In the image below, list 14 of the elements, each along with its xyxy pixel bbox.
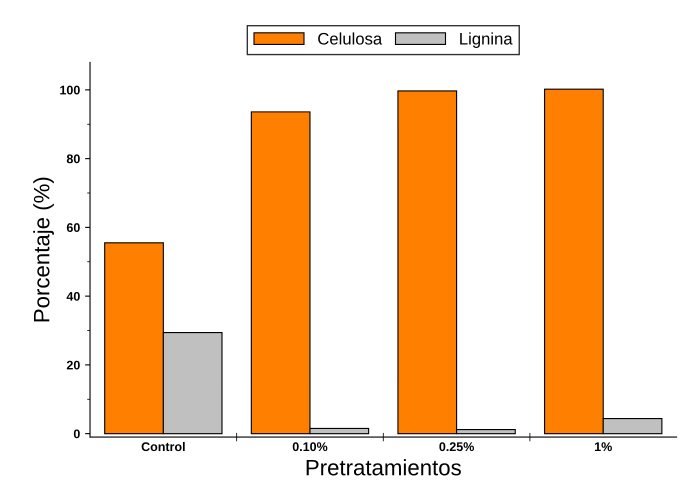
- y-tick-label: 100: [60, 86, 80, 95]
- x-axis-title: Pretratamientos: [306, 459, 461, 476]
- y-tick-label: 20: [66, 360, 80, 370]
- x-tick-label: 1%: [594, 442, 612, 452]
- y-tick-label: 80: [66, 154, 80, 164]
- y-tick-label: 60: [66, 223, 80, 232]
- x-tick-label: 0.10%: [292, 442, 328, 452]
- y-axis-title: Porcentaje (%): [33, 178, 54, 322]
- x-tick-label: Control: [142, 442, 185, 452]
- x-tick-label: 0.25%: [439, 442, 474, 452]
- legend-label: Lignina: [460, 32, 513, 48]
- y-tick-label: 0: [74, 429, 80, 438]
- legend-label: Celulosa: [318, 32, 382, 45]
- y-tick-label: 40: [66, 292, 80, 301]
